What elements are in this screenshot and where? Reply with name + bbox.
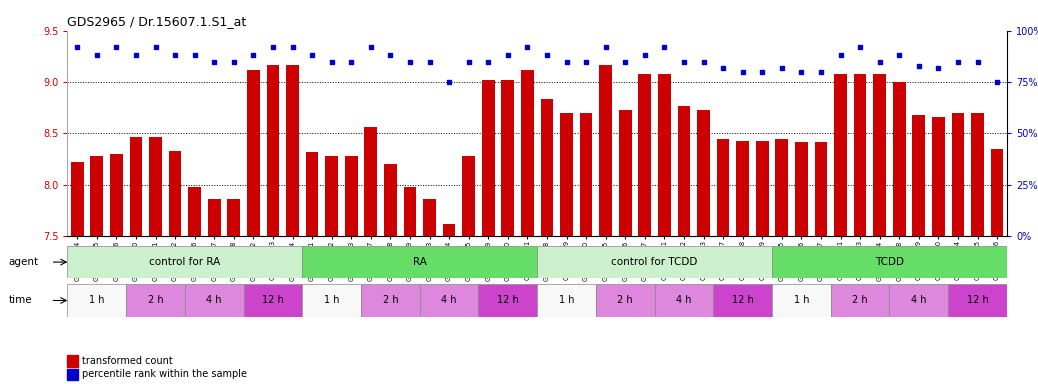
Bar <box>286 65 299 236</box>
Bar <box>188 187 201 236</box>
Bar <box>795 142 808 236</box>
Text: control for RA: control for RA <box>149 257 220 267</box>
Bar <box>361 284 419 317</box>
Bar <box>110 154 122 236</box>
Bar <box>419 284 479 317</box>
Bar <box>561 113 573 236</box>
Text: control for TCDD: control for TCDD <box>611 257 698 267</box>
Bar <box>932 117 945 236</box>
Bar <box>890 284 948 317</box>
Text: 12 h: 12 h <box>262 295 283 306</box>
Bar <box>990 149 1004 236</box>
Text: RA: RA <box>413 257 427 267</box>
Bar <box>127 284 185 317</box>
Bar <box>678 106 690 236</box>
Text: 2 h: 2 h <box>147 295 163 306</box>
Bar <box>185 284 244 317</box>
Bar <box>364 127 377 236</box>
Bar <box>130 137 142 236</box>
Bar <box>325 156 338 236</box>
Text: 1 h: 1 h <box>324 295 339 306</box>
Bar <box>830 284 890 317</box>
Bar <box>713 284 772 317</box>
Bar <box>267 65 279 236</box>
Text: GDS2965 / Dr.15607.1.S1_at: GDS2965 / Dr.15607.1.S1_at <box>67 15 247 28</box>
Text: 1 h: 1 h <box>794 295 809 306</box>
Bar <box>948 284 1007 317</box>
Bar <box>521 70 534 236</box>
Bar <box>479 284 538 317</box>
Text: 4 h: 4 h <box>207 295 222 306</box>
Text: percentile rank within the sample: percentile rank within the sample <box>82 369 247 379</box>
Bar <box>306 152 319 236</box>
Text: 12 h: 12 h <box>497 295 519 306</box>
Text: 4 h: 4 h <box>441 295 457 306</box>
Bar <box>619 110 631 236</box>
Bar <box>302 246 538 278</box>
Text: 2 h: 2 h <box>383 295 399 306</box>
Bar <box>208 199 221 236</box>
Text: 2 h: 2 h <box>852 295 868 306</box>
Bar <box>71 162 84 236</box>
Bar <box>638 74 651 236</box>
Text: 12 h: 12 h <box>966 295 988 306</box>
Text: 2 h: 2 h <box>618 295 633 306</box>
Bar <box>541 99 553 236</box>
Text: 4 h: 4 h <box>676 295 691 306</box>
Bar <box>599 65 612 236</box>
Text: 1 h: 1 h <box>558 295 574 306</box>
Text: agent: agent <box>8 257 38 267</box>
Bar <box>893 82 905 236</box>
Bar <box>912 115 925 236</box>
Bar <box>596 284 655 317</box>
Bar <box>972 113 984 236</box>
Bar <box>443 224 456 236</box>
Bar <box>462 156 475 236</box>
Bar <box>815 142 827 236</box>
Bar <box>244 284 302 317</box>
Bar <box>873 74 886 236</box>
Bar <box>149 137 162 236</box>
Bar <box>404 187 416 236</box>
Bar <box>736 141 749 236</box>
Bar <box>169 151 182 236</box>
Bar <box>67 246 302 278</box>
Text: 12 h: 12 h <box>732 295 754 306</box>
Bar <box>538 246 772 278</box>
Bar <box>482 80 494 236</box>
Bar <box>775 139 788 236</box>
Bar <box>345 156 358 236</box>
Bar <box>835 74 847 236</box>
Bar <box>384 164 397 236</box>
Bar <box>580 113 593 236</box>
Bar <box>772 246 1007 278</box>
Bar <box>655 284 713 317</box>
Bar <box>501 80 514 236</box>
Text: 1 h: 1 h <box>89 295 105 306</box>
Bar <box>227 199 240 236</box>
Bar <box>716 139 730 236</box>
Bar <box>424 199 436 236</box>
Bar <box>772 284 830 317</box>
Text: 4 h: 4 h <box>911 295 927 306</box>
Bar <box>90 156 103 236</box>
Bar <box>302 284 361 317</box>
Bar <box>756 141 768 236</box>
Text: time: time <box>8 295 32 306</box>
Bar <box>952 113 964 236</box>
Bar <box>67 284 127 317</box>
Text: transformed count: transformed count <box>82 356 172 366</box>
Text: TCDD: TCDD <box>875 257 904 267</box>
Bar <box>247 70 260 236</box>
Bar <box>538 284 596 317</box>
Bar <box>853 74 867 236</box>
Bar <box>698 110 710 236</box>
Bar <box>658 74 671 236</box>
